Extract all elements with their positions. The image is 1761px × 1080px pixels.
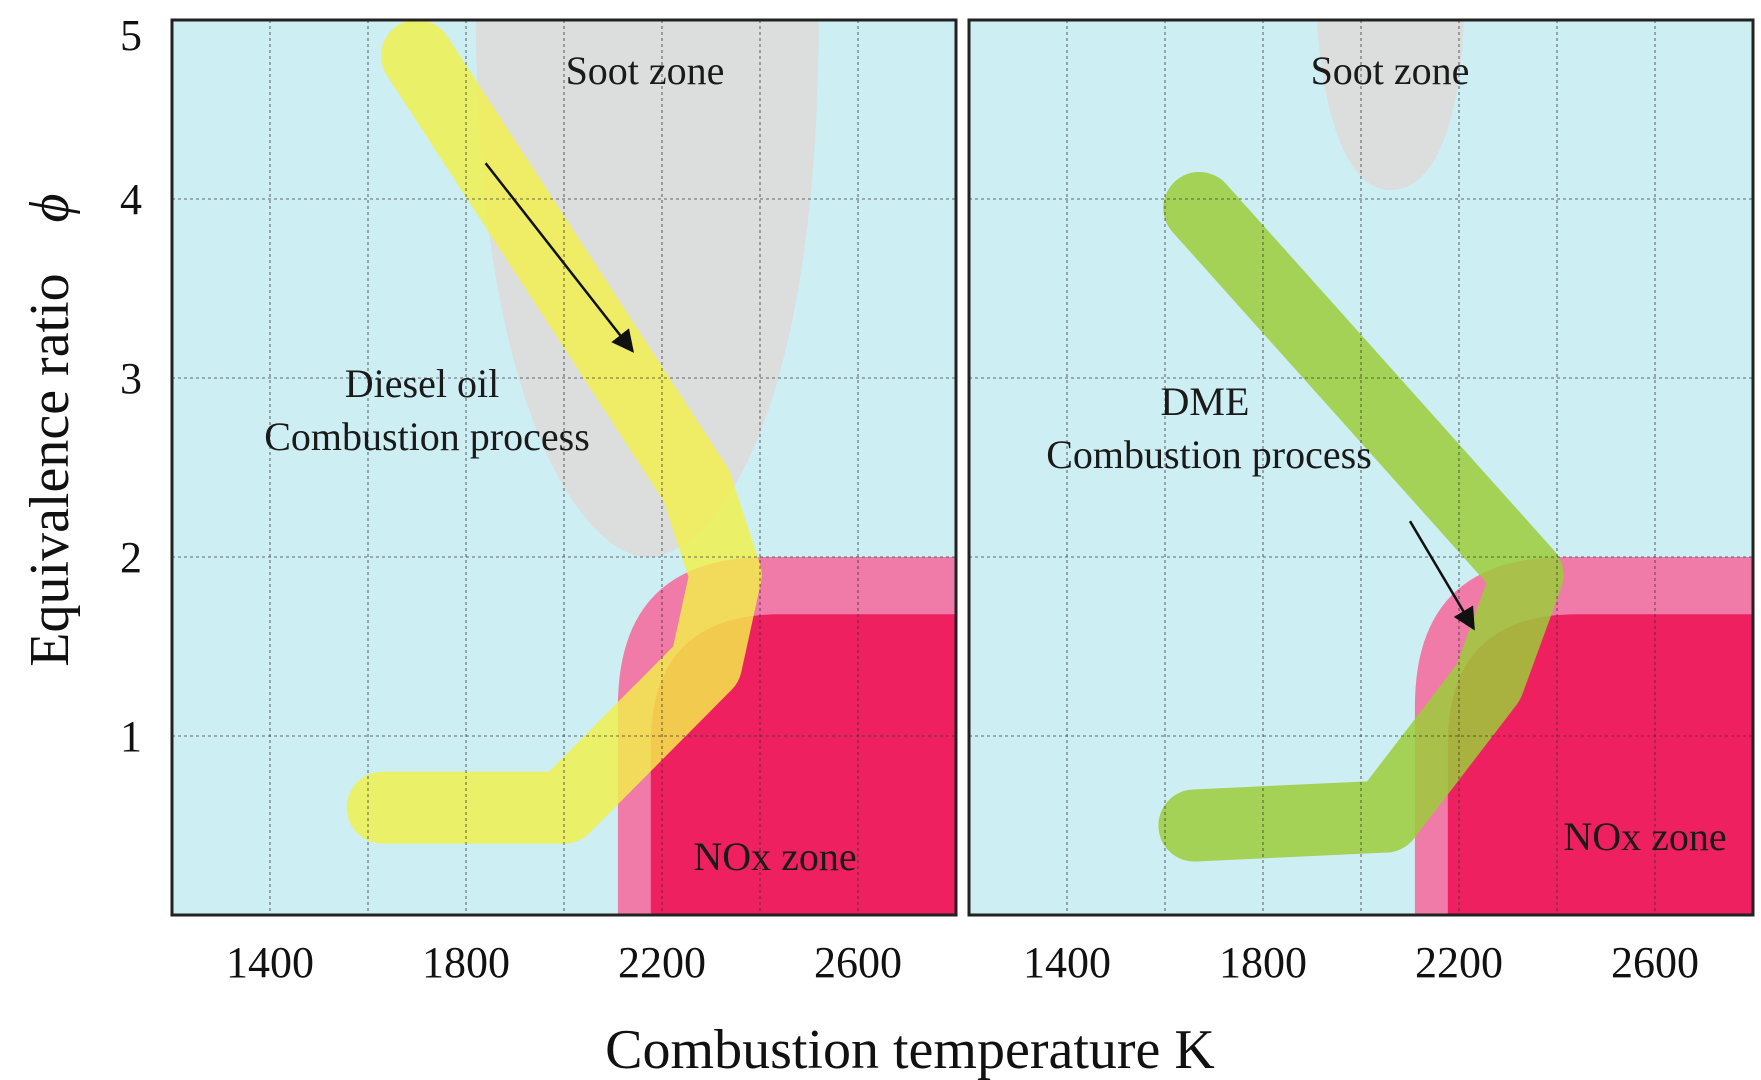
y-axis-title: Equivalence ratio (19, 273, 81, 666)
y-tick-label: 3 (120, 354, 142, 403)
dme-combustion-path (1158, 171, 1564, 862)
x-tick-label: 1800 (1219, 938, 1307, 987)
grid (172, 20, 956, 915)
nox-zone-inner (1447, 614, 1753, 915)
soot-zone-label: Soot zone (566, 48, 725, 93)
x-tick-label: 1800 (422, 938, 510, 987)
process-label-line1: Diesel oil (345, 361, 499, 406)
process-label-line2: Combustion process (264, 414, 590, 459)
plot-frame (170, 18, 958, 917)
x-tick-label: 2200 (618, 938, 706, 987)
y-axis-symbol: ϕ (19, 194, 81, 223)
y-tick-label: 1 (120, 712, 142, 761)
y-tick-labels: 1 2 3 4 5 (120, 11, 142, 761)
x-tick-labels: 1400 1800 2200 2600 (1023, 938, 1699, 987)
soot-zone (1317, 20, 1464, 191)
grid (969, 20, 1753, 915)
soot-zone-label: Soot zone (1311, 48, 1470, 93)
y-tick-label: 4 (120, 175, 142, 224)
x-tick-label: 2200 (1415, 938, 1503, 987)
nox-zone-label: NOx zone (1563, 814, 1726, 859)
x-tick-label: 1400 (1023, 938, 1111, 987)
y-tick-label: 5 (120, 11, 142, 60)
x-tick-labels: 1400 1800 2200 2600 (226, 938, 902, 987)
process-direction-arrow (1408, 520, 1475, 631)
process-direction-arrow (484, 162, 634, 353)
nox-zone-label: NOx zone (693, 834, 856, 879)
x-tick-label: 2600 (814, 938, 902, 987)
x-tick-label: 2600 (1611, 938, 1699, 987)
plot-frame (967, 18, 1755, 917)
x-axis-title: Combustion temperature K (605, 1019, 1215, 1080)
process-label-line1: DME (1161, 379, 1250, 424)
soot-zone (475, 20, 819, 557)
diesel-combustion-path (346, 20, 762, 844)
x-tick-label: 1400 (226, 938, 314, 987)
panel-diesel: Soot zone NOx zone Diesel oil Combustion… (170, 18, 958, 987)
y-tick-label: 2 (120, 533, 142, 582)
process-label-line2: Combustion process (1046, 432, 1372, 477)
panel-dme: Soot zone NOx zone DME Combustion proces… (967, 18, 1755, 987)
